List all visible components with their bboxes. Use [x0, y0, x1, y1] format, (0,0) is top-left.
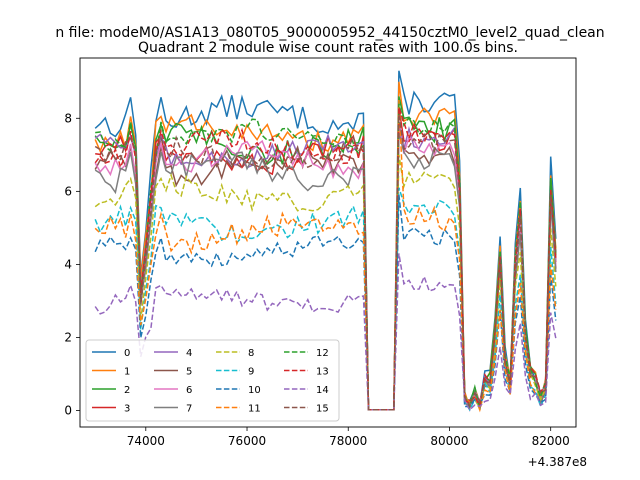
- legend-label-15: 15: [316, 404, 329, 415]
- x-tick-label: 76000: [228, 434, 266, 448]
- y-axis-ticks: 0 2 4 6 8: [64, 111, 80, 418]
- series-line-11: [94, 99, 557, 413]
- legend-label-10: 10: [248, 385, 261, 396]
- series-line-9: [94, 187, 557, 412]
- x-tick-label: 80000: [430, 434, 468, 448]
- legend-label-3: 3: [124, 404, 130, 415]
- plot-lines: [94, 70, 557, 413]
- x-tick-label: 78000: [329, 434, 367, 448]
- chart-title: Quadrant 2 module wise count rates with …: [138, 40, 518, 56]
- legend-label-13: 13: [316, 367, 329, 378]
- x-axis-ticks: 74000 76000 78000 80000 82000: [127, 427, 570, 448]
- plot-frame: [79, 57, 577, 428]
- y-tick-label: 6: [64, 184, 72, 198]
- legend-label-9: 9: [248, 367, 254, 378]
- x-tick-label: 74000: [127, 434, 165, 448]
- series-line-8: [94, 154, 557, 411]
- y-tick-label: 8: [64, 111, 72, 125]
- y-tick-label: 4: [64, 257, 72, 271]
- legend-label-1: 1: [124, 367, 130, 378]
- legend-label-2: 2: [124, 385, 130, 396]
- series-line-13: [94, 107, 557, 411]
- x-tick-label: 82000: [532, 434, 570, 448]
- series-line-15: [94, 114, 557, 411]
- legend-label-4: 4: [186, 348, 192, 359]
- series-line-14: [94, 253, 557, 412]
- legend-label-8: 8: [248, 348, 254, 359]
- x-axis-offset-label: +4.387e8: [528, 455, 587, 469]
- legend-label-6: 6: [186, 385, 192, 396]
- series-line-12: [95, 103, 557, 411]
- legend-label-11: 11: [248, 404, 261, 415]
- chart-suptitle: n file: modeM0/AS1A13_080T05_9000005952_…: [55, 25, 604, 41]
- y-tick-label: 2: [64, 330, 72, 344]
- legend-label-0: 0: [124, 348, 130, 359]
- legend-label-12: 12: [316, 348, 329, 359]
- legend-label-14: 14: [316, 385, 329, 396]
- y-tick-label: 0: [64, 404, 72, 418]
- legend-label-7: 7: [186, 404, 192, 415]
- legend-label-5: 5: [186, 367, 192, 378]
- legend-box: [85, 339, 340, 422]
